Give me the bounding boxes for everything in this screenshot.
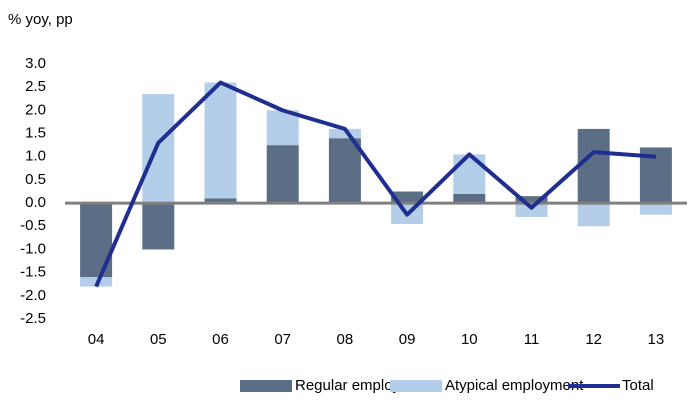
bar xyxy=(328,138,361,204)
bar xyxy=(142,94,175,204)
x-tick-label: 13 xyxy=(648,331,665,348)
bar xyxy=(639,203,672,215)
x-tick-label: 10 xyxy=(461,331,478,348)
bar xyxy=(266,110,299,146)
bar xyxy=(577,203,610,227)
x-tick-label: 06 xyxy=(212,331,229,348)
bar xyxy=(266,145,299,204)
bar xyxy=(577,128,610,204)
legend-swatch xyxy=(240,380,292,392)
bar xyxy=(204,82,237,199)
bar xyxy=(515,203,548,217)
legend-label: Total xyxy=(622,377,654,394)
y-tick-label: 3.0 xyxy=(25,55,46,72)
line xyxy=(94,80,657,288)
bar xyxy=(204,198,237,204)
chart-subtitle: % yoy, pp xyxy=(8,11,73,28)
legend-label: Atypical employment xyxy=(445,377,584,394)
y-tick-label: 0.5 xyxy=(25,171,46,188)
x-tick-label: 05 xyxy=(150,331,167,348)
x-tick-label: 11 xyxy=(524,331,540,348)
y-tick-label: -2.5 xyxy=(20,310,46,327)
x-tick-label: 04 xyxy=(88,331,105,348)
y-tick-label: 2.5 xyxy=(25,78,46,95)
y-tick-label: -0.5 xyxy=(20,217,46,234)
bar xyxy=(453,154,486,194)
bar xyxy=(453,193,486,204)
bar xyxy=(80,203,113,278)
y-tick-label: 1.5 xyxy=(25,125,46,142)
y-tick-label: 0.0 xyxy=(25,194,46,211)
bar xyxy=(515,196,548,204)
bar xyxy=(328,128,361,139)
y-tick-label: -1.5 xyxy=(20,264,46,281)
x-tick-label: 07 xyxy=(274,331,291,348)
y-tick-label: -1.0 xyxy=(20,240,46,257)
y-tick-label: 2.0 xyxy=(25,101,46,118)
bar xyxy=(391,191,424,204)
y-tick-label: -2.0 xyxy=(20,287,46,304)
x-tick-label: 08 xyxy=(337,331,354,348)
x-tick-label: 12 xyxy=(585,331,602,348)
x-tick-label: 09 xyxy=(399,331,416,348)
legend-swatch xyxy=(390,380,442,392)
y-tick-label: 1.0 xyxy=(25,148,46,165)
bar xyxy=(142,203,175,250)
